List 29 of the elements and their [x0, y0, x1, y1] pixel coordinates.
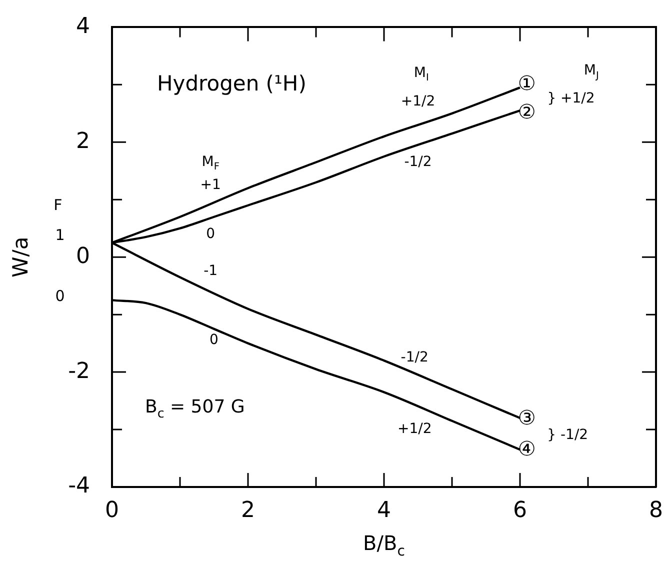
x-tick-label: 0 [105, 498, 119, 523]
text: Hydrogen (¹H) [157, 72, 306, 96]
annotation: ④ [518, 436, 536, 460]
text: 0 [55, 286, 65, 305]
annotation: -1/2 [404, 154, 432, 170]
text: 1 [55, 226, 65, 244]
annotation: 0 [206, 226, 216, 242]
x-tick-label: 2 [241, 498, 255, 523]
annotation: -1/2 [400, 349, 428, 366]
x-tick-label: 8 [649, 498, 663, 523]
annotation: +1 [200, 176, 221, 193]
annotation: 0 [210, 332, 218, 348]
annotation: } +1/2 [547, 90, 595, 107]
annotation: ① [518, 70, 536, 95]
y-tick-label: -4 [68, 474, 90, 499]
text: F [54, 196, 62, 214]
y-tick-label: 2 [76, 128, 90, 154]
y-tick-label: -2 [68, 358, 90, 384]
y-tick-label: 0 [76, 244, 90, 269]
annotation: ③ [518, 405, 536, 430]
y-axis-title: W/a [8, 236, 32, 278]
x-tick-label: 4 [377, 498, 391, 523]
y-tick-label: 4 [76, 14, 90, 39]
annotation: ② [518, 100, 536, 124]
annotation: } -1/2 [547, 426, 588, 443]
annotation: -1 [204, 263, 218, 280]
annotation: +1/2 [400, 94, 436, 110]
annotation: +1/2 [397, 421, 432, 438]
x-tick-label: 6 [513, 498, 527, 523]
